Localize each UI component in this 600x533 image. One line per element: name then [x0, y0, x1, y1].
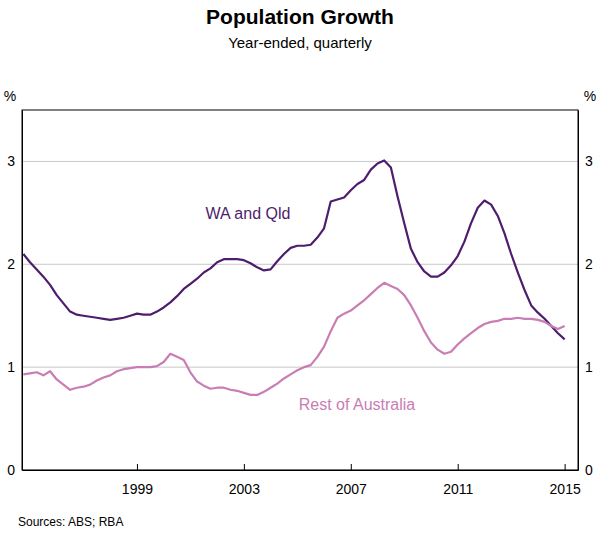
grid-line [22, 264, 578, 265]
tick-mark [137, 464, 138, 470]
chart: Population Growth Year-ended, quarterly%%… [0, 0, 600, 533]
tick-label: 2003 [229, 481, 260, 497]
plot-frame [22, 110, 578, 470]
tick-label: 3 [585, 153, 593, 169]
axis-line [23, 470, 579, 471]
tick-label: 0 [7, 462, 15, 478]
tick: 3 [578, 153, 593, 169]
x-axis: 1999 2003 2007 2011 2015 [23, 464, 581, 497]
tick-mark [244, 464, 245, 470]
tick: 2007 [336, 464, 367, 497]
tick-label: 1 [7, 359, 15, 375]
subtitle: Year-ended, quarterly [228, 34, 372, 51]
tick-label: 1 [585, 359, 593, 375]
tick: 2 [7, 256, 22, 272]
tick: 1999 [122, 464, 153, 497]
y-axis-right: 0 1 2 3 [578, 111, 593, 478]
series-label: WA and Qld [206, 205, 291, 222]
tick-label: 2 [585, 256, 593, 272]
tick-label: 3 [7, 153, 15, 169]
y-axis: 0 1 2 3 [7, 111, 22, 478]
tick-label: 2007 [336, 481, 367, 497]
tick: 2015 [550, 464, 581, 497]
line-series [23, 283, 564, 395]
tick-label: 1999 [122, 481, 153, 497]
tick: 0 [578, 462, 593, 478]
grid-line [22, 161, 578, 162]
tick-mark [351, 464, 352, 470]
tick: 2 [578, 256, 593, 272]
tick-label: 2011 [443, 481, 473, 497]
tick: 2011 [443, 464, 473, 497]
grid-line [22, 367, 578, 368]
series-group [23, 160, 564, 395]
tick-mark [458, 464, 459, 470]
tick: 3 [7, 153, 22, 169]
tick-label: 2015 [550, 481, 581, 497]
tick: 1 [7, 359, 22, 375]
source: Sources: ABS; RBA [18, 515, 123, 529]
y-axis-label-right: % [584, 88, 596, 104]
axis-line [22, 111, 23, 471]
grid [22, 161, 578, 470]
tick: 1 [578, 359, 593, 375]
tick-mark [565, 464, 566, 470]
axis-line [578, 111, 579, 471]
tick: 0 [7, 462, 22, 478]
series-label: Rest of Australia [299, 396, 416, 413]
line-series [23, 160, 564, 339]
title: Population Growth [206, 5, 394, 28]
tick-label: 2 [7, 256, 15, 272]
tick-label: 0 [585, 462, 593, 478]
tick: 2003 [229, 464, 260, 497]
y-axis-label: % [4, 88, 16, 104]
